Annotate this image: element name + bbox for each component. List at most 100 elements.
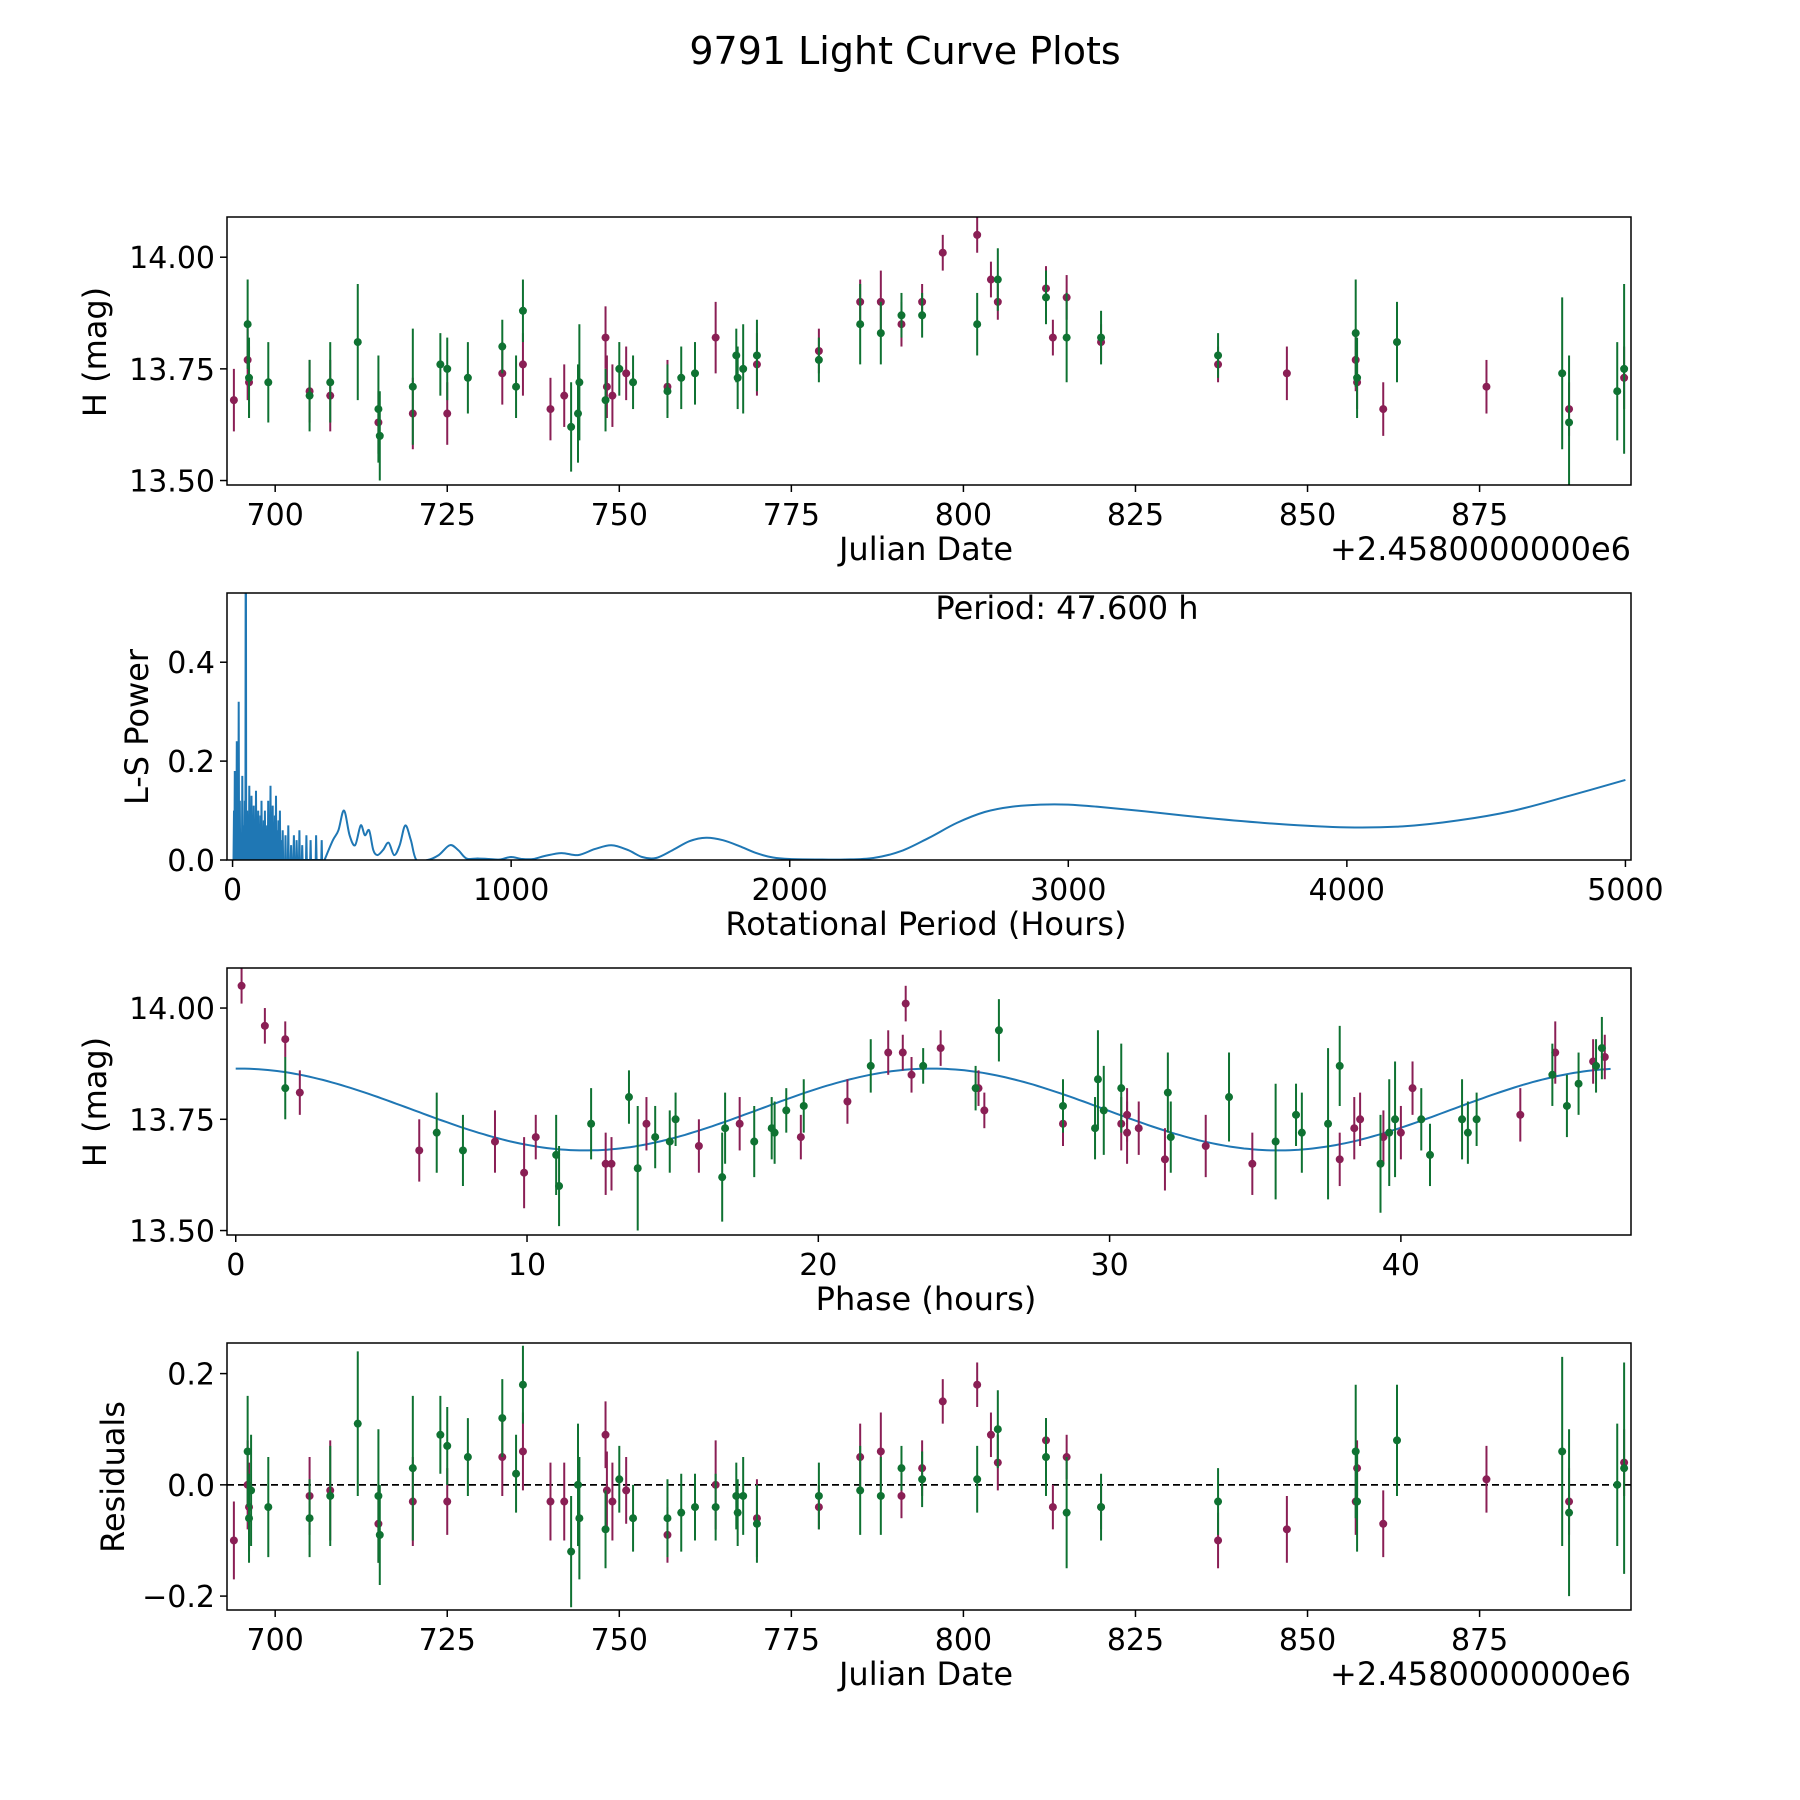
resid-point-filter-b	[1565, 1508, 1574, 1517]
resid-point-filter-a	[1379, 1519, 1388, 1528]
lc-point-filter-b	[876, 329, 885, 338]
phase-ytick-label: 13.75	[129, 1103, 215, 1138]
periodogram-plot-area: 0 1000 2000 3000 4000 5000 0.0 0.2 0.4	[167, 592, 1664, 908]
lc-point-filter-b	[739, 364, 748, 373]
residuals-xtick-label: 725	[419, 1623, 476, 1658]
periodogram-short-period-spikes	[232, 593, 324, 860]
light-curve-xlabel: Julian Date	[837, 530, 1013, 568]
phase-point-filter-b	[770, 1128, 779, 1137]
resid-point-filter-b	[1062, 1508, 1071, 1517]
resid-point-filter-a	[608, 1497, 617, 1506]
residuals-plot-area: 700 725 750 775 800 825 850 875 −0.2 0.0 0.2	[142, 1342, 1632, 1658]
residuals-ytick-label: 0.0	[167, 1469, 215, 1504]
periodogram-frame	[226, 592, 1632, 861]
phase-point-filter-a	[607, 1159, 616, 1168]
resid-point-filter-a	[622, 1486, 631, 1495]
phase-point-filter-b	[281, 1084, 290, 1093]
lc-xtick-label: 875	[1451, 498, 1508, 533]
resid-point-filter-b	[247, 1486, 256, 1495]
phase-point-filter-a	[1516, 1110, 1525, 1119]
phase-point-filter-b	[671, 1115, 680, 1124]
resid-point-filter-b	[1393, 1436, 1401, 1445]
phase-xtick-label: 20	[799, 1248, 837, 1283]
lc-point-filter-b	[512, 382, 521, 391]
lc-point-filter-a	[1048, 333, 1057, 342]
resid-point-filter-a	[1482, 1475, 1491, 1484]
phase-point-filter-b	[866, 1061, 875, 1070]
resid-point-filter-b	[677, 1508, 686, 1517]
phase-point-filter-a	[884, 1048, 893, 1057]
lc-point-filter-b	[498, 342, 507, 351]
residuals-xtick-label: 875	[1451, 1623, 1508, 1658]
lc-point-filter-a	[711, 333, 720, 342]
lc-point-filter-a	[443, 409, 452, 418]
phase-point-filter-b	[1597, 1044, 1606, 1053]
lc-point-filter-b	[814, 355, 823, 364]
periodogram-xtick-label: 4000	[1309, 873, 1385, 908]
lc-point-filter-b	[691, 369, 699, 378]
phase-ytick-label: 13.50	[129, 1215, 215, 1250]
resid-point-filter-b	[1558, 1447, 1567, 1456]
light-curve-panel: 700 725 750 775 800 825 850 87513.5013.7514.00 …	[76, 216, 1632, 568]
lc-point-filter-b	[629, 378, 638, 387]
phase-point-filter-b	[1463, 1128, 1472, 1137]
residuals-xlabel: Julian Date	[837, 1655, 1013, 1693]
phase-point-filter-a	[520, 1168, 529, 1177]
resid-point-filter-b	[498, 1414, 507, 1423]
lc-xtick-label: 750	[591, 498, 648, 533]
resid-point-filter-b	[575, 1514, 584, 1523]
phase-point-filter-a	[1201, 1142, 1210, 1150]
lc-point-filter-a	[518, 360, 527, 369]
lc-point-filter-b	[443, 364, 452, 373]
lc-point-filter-a	[560, 391, 569, 400]
lc-point-filter-a	[546, 405, 555, 414]
residuals-xtick-label: 850	[1279, 1623, 1336, 1658]
lc-xtick-label: 725	[419, 498, 476, 533]
phase-point-filter-a	[1160, 1155, 1169, 1164]
lc-point-filter-a	[602, 382, 611, 391]
resid-point-filter-a	[1214, 1536, 1223, 1545]
lc-point-filter-b	[733, 373, 742, 382]
phase-point-filter-b	[721, 1124, 730, 1133]
phase-point-filter-a	[796, 1133, 805, 1142]
residuals-ytick-label: 0.2	[167, 1358, 215, 1393]
lc-point-filter-a	[938, 248, 947, 257]
phase-point-filter-b	[1574, 1079, 1583, 1088]
phase-point-filter-b	[1117, 1084, 1126, 1093]
lc-point-filter-a	[601, 333, 610, 342]
phase-point-filter-b	[782, 1106, 791, 1115]
periodogram-xlabel: Rotational Period (Hours)	[725, 905, 1126, 943]
periodogram-ytick-label: 0.4	[167, 646, 215, 681]
lc-point-filter-b	[1558, 369, 1567, 378]
lc-point-filter-b	[408, 382, 417, 391]
lc-point-filter-b	[856, 320, 865, 329]
resid-point-filter-a	[986, 1430, 995, 1439]
lc-point-filter-b	[973, 320, 982, 329]
resid-point-filter-b	[518, 1380, 527, 1389]
lc-point-filter-b	[663, 387, 672, 396]
lc-points	[229, 217, 1629, 485]
lc-point-filter-b	[918, 311, 927, 320]
phase-point-filter-b	[1163, 1088, 1172, 1097]
phase-point-filter-b	[1225, 1093, 1234, 1102]
lc-point-filter-b	[677, 373, 686, 382]
light-curve-plot-area: 700 725 750 775 800 825 850 875 13.50 13.75 14.00	[129, 216, 1632, 533]
residuals-xtick-label: 775	[763, 1623, 820, 1658]
lc-point-filter-b	[374, 405, 383, 414]
resid-point-filter-b	[691, 1503, 699, 1512]
lc-point-filter-a	[973, 230, 982, 239]
lc-point-filter-b	[1042, 293, 1050, 302]
resid-point-filter-b	[326, 1491, 335, 1500]
phase-point-filter-b	[1548, 1070, 1557, 1079]
phase-point-filter-b	[1391, 1115, 1400, 1124]
phase-point-filter-b	[1592, 1061, 1601, 1070]
lc-ytick-label: 13.75	[129, 353, 215, 388]
phase-point-filter-a	[907, 1070, 916, 1079]
phase-xtick-label: 30	[1091, 1248, 1129, 1283]
resid-point-filter-b	[876, 1491, 885, 1500]
phase-panel: 0 10 20 30 40 13.50 13.75 14.00 Phase (hours) H…	[76, 967, 1632, 1318]
phase-point-filter-b	[994, 1026, 1003, 1035]
resid-point-filter-b	[443, 1441, 452, 1450]
phase-point-filter-b	[633, 1164, 642, 1173]
